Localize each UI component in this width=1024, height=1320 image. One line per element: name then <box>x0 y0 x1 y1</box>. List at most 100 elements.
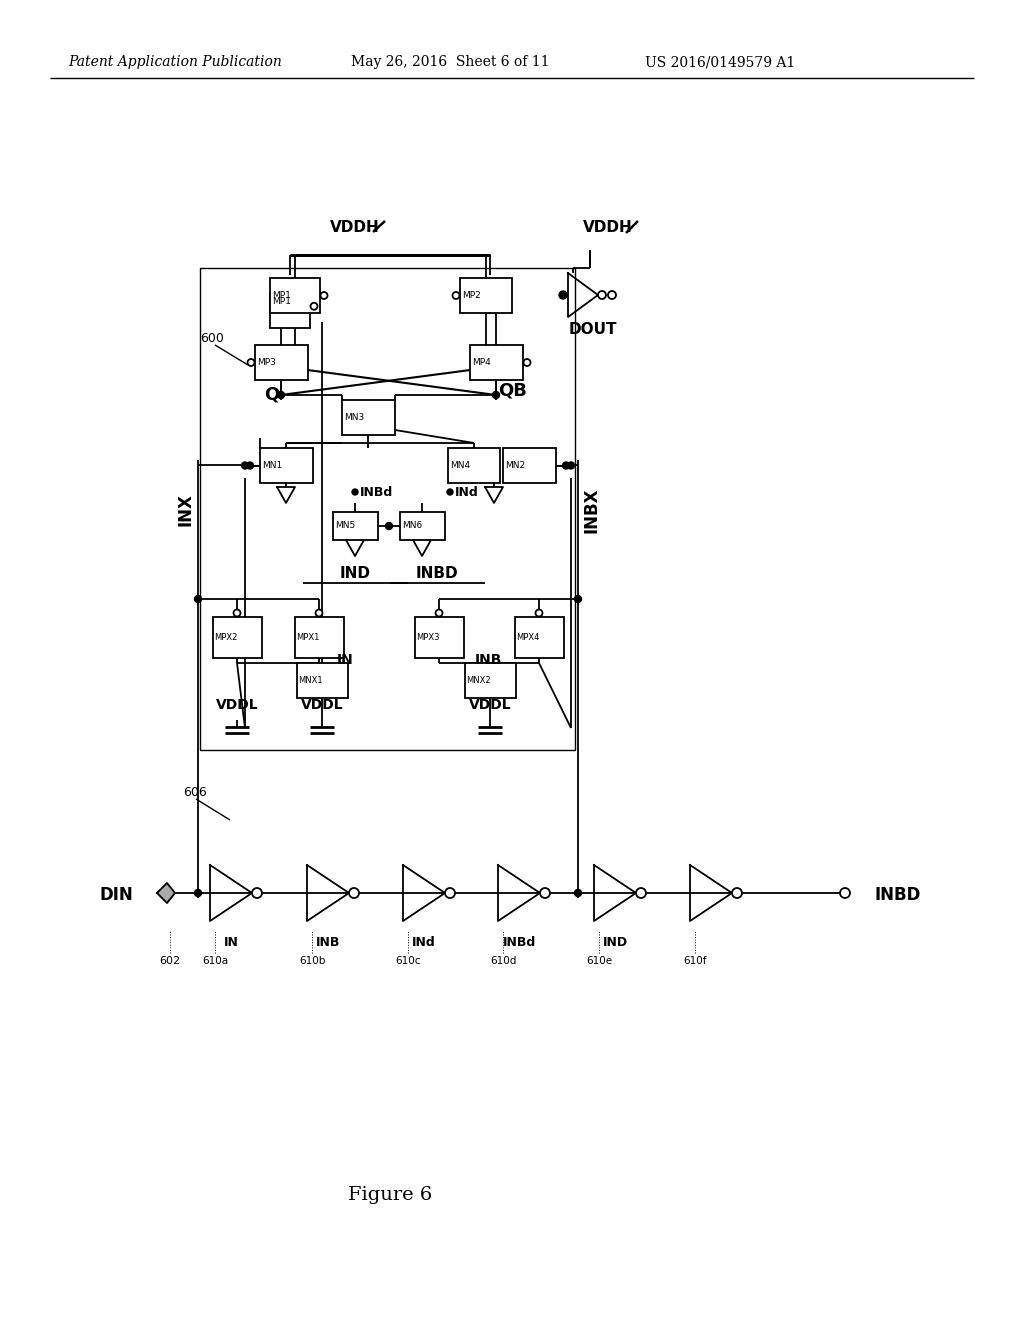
Bar <box>200 268 575 750</box>
Circle shape <box>523 359 530 366</box>
Circle shape <box>536 610 543 616</box>
Text: 602: 602 <box>160 956 180 966</box>
Text: MN1: MN1 <box>262 461 283 470</box>
Circle shape <box>352 488 358 495</box>
Circle shape <box>349 888 359 898</box>
Circle shape <box>598 290 606 300</box>
Bar <box>465 663 516 698</box>
Circle shape <box>562 462 569 469</box>
Text: MN4: MN4 <box>450 461 470 470</box>
Text: Figure 6: Figure 6 <box>348 1185 432 1204</box>
Text: MN5: MN5 <box>335 521 355 531</box>
Text: MN6: MN6 <box>402 521 422 531</box>
Circle shape <box>608 290 616 300</box>
Circle shape <box>732 888 742 898</box>
Text: IND: IND <box>340 565 371 581</box>
Text: US 2016/0149579 A1: US 2016/0149579 A1 <box>645 55 795 69</box>
Bar <box>297 663 348 698</box>
Text: MP2: MP2 <box>462 290 480 300</box>
Text: DIN: DIN <box>99 886 133 904</box>
Bar <box>295 616 344 657</box>
Circle shape <box>435 610 442 616</box>
Text: MP4: MP4 <box>472 358 490 367</box>
Text: INB: INB <box>315 936 340 949</box>
Polygon shape <box>278 487 295 503</box>
Circle shape <box>247 462 254 469</box>
Text: INX: INX <box>176 494 194 527</box>
Polygon shape <box>485 487 503 503</box>
Circle shape <box>493 392 500 399</box>
Bar <box>503 447 556 483</box>
Text: INd: INd <box>412 936 436 949</box>
Bar <box>515 616 564 657</box>
Bar <box>460 279 512 313</box>
Text: 610f: 610f <box>683 956 707 966</box>
Circle shape <box>310 302 317 310</box>
Text: MPX1: MPX1 <box>296 634 319 642</box>
Text: 610a: 610a <box>202 956 228 966</box>
Circle shape <box>242 462 249 469</box>
Circle shape <box>840 888 850 898</box>
Text: MPX3: MPX3 <box>416 634 439 642</box>
Text: INBX: INBX <box>583 487 601 533</box>
Circle shape <box>453 292 460 300</box>
Circle shape <box>248 359 255 366</box>
Bar <box>255 345 308 380</box>
Circle shape <box>559 290 567 300</box>
Text: VDDH: VDDH <box>583 220 633 235</box>
Text: 610d: 610d <box>489 956 516 966</box>
Bar <box>342 400 395 436</box>
Text: 600: 600 <box>200 331 224 345</box>
Bar <box>270 279 319 313</box>
Bar <box>415 616 464 657</box>
Bar <box>400 512 445 540</box>
Bar <box>333 512 378 540</box>
Polygon shape <box>346 540 364 556</box>
Circle shape <box>636 888 646 898</box>
Bar <box>260 447 313 483</box>
Text: MP3: MP3 <box>257 358 275 367</box>
Circle shape <box>445 888 455 898</box>
Text: MP1: MP1 <box>272 297 291 306</box>
Circle shape <box>252 888 262 898</box>
Circle shape <box>574 890 582 896</box>
Text: MP1: MP1 <box>272 290 291 300</box>
Polygon shape <box>413 540 431 556</box>
Circle shape <box>233 610 241 616</box>
Text: MN3: MN3 <box>344 413 365 422</box>
Text: QB: QB <box>498 381 527 399</box>
Text: IN: IN <box>337 653 353 667</box>
Text: 610c: 610c <box>395 956 421 966</box>
Text: INBD: INBD <box>416 565 459 581</box>
Circle shape <box>540 888 550 898</box>
Text: VDDL: VDDL <box>301 698 343 711</box>
Text: VDDH: VDDH <box>330 220 380 235</box>
Text: INB: INB <box>475 653 503 667</box>
Circle shape <box>385 523 392 529</box>
Bar <box>470 345 523 380</box>
Text: INBD: INBD <box>874 886 922 904</box>
Text: MPX4: MPX4 <box>516 634 540 642</box>
Text: INd: INd <box>455 486 479 499</box>
Circle shape <box>195 890 202 896</box>
Text: May 26, 2016  Sheet 6 of 11: May 26, 2016 Sheet 6 of 11 <box>351 55 549 69</box>
Text: 610e: 610e <box>586 956 612 966</box>
Polygon shape <box>157 883 175 903</box>
Circle shape <box>278 392 285 399</box>
Text: INBd: INBd <box>503 936 536 949</box>
Text: MNX2: MNX2 <box>466 676 490 685</box>
Text: Q: Q <box>264 385 279 404</box>
Text: IN: IN <box>223 936 239 949</box>
Circle shape <box>567 462 574 469</box>
Text: VDDL: VDDL <box>469 698 511 711</box>
Circle shape <box>315 610 323 616</box>
Text: VDDL: VDDL <box>216 698 258 711</box>
Bar <box>270 293 310 327</box>
Circle shape <box>321 292 328 300</box>
Text: 610b: 610b <box>299 956 326 966</box>
Text: DOUT: DOUT <box>568 322 617 338</box>
Text: MPX2: MPX2 <box>214 634 238 642</box>
Text: Patent Application Publication: Patent Application Publication <box>69 55 282 69</box>
Bar <box>213 616 262 657</box>
Text: MN2: MN2 <box>505 461 525 470</box>
